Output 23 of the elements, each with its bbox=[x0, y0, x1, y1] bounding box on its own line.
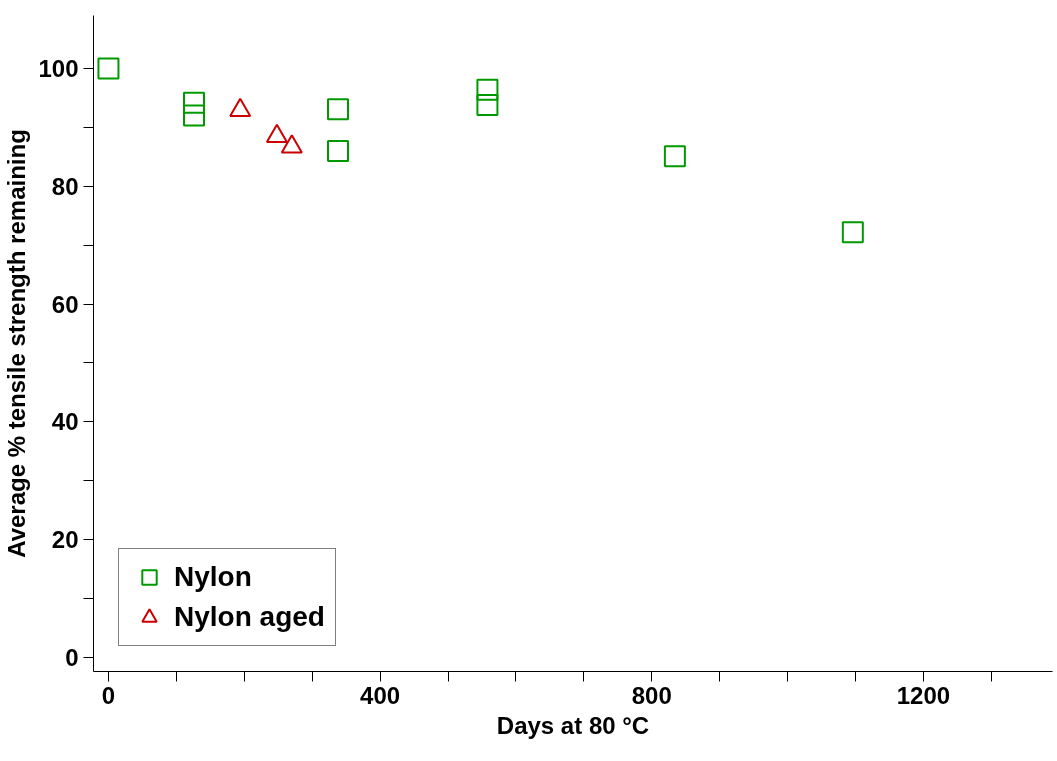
point bbox=[97, 57, 120, 80]
x-tick-label: 400 bbox=[360, 681, 401, 709]
y-tick-label: 60 bbox=[51, 290, 79, 318]
point bbox=[327, 139, 349, 162]
point bbox=[476, 94, 499, 117]
y-axis-title: Average % tensile strength remaining bbox=[3, 129, 31, 558]
y-tick-label: 20 bbox=[51, 526, 79, 554]
y-tick-label: 0 bbox=[65, 643, 79, 671]
legend-label: Nylon aged bbox=[174, 601, 325, 633]
legend-label: Nylon bbox=[174, 561, 252, 593]
point bbox=[841, 221, 864, 244]
point bbox=[476, 78, 499, 101]
point bbox=[183, 91, 206, 114]
y-tick-label: 100 bbox=[38, 55, 79, 82]
point bbox=[663, 145, 686, 168]
x-axis-title: Days at 80 °C bbox=[496, 711, 650, 739]
x-tick-label: 0 bbox=[101, 681, 116, 709]
point bbox=[183, 104, 206, 127]
point bbox=[327, 98, 349, 121]
y-tick-label: 40 bbox=[51, 408, 79, 436]
x-tick-label: 800 bbox=[631, 681, 672, 709]
x-tick-label: 1200 bbox=[896, 681, 951, 709]
y-tick-label: 80 bbox=[51, 172, 79, 200]
